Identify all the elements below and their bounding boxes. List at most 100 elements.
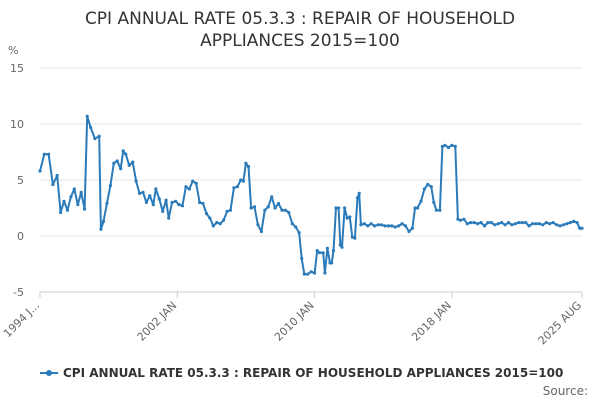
data-point[interactable] [479,221,483,225]
data-point[interactable] [105,201,109,206]
data-point[interactable] [353,236,357,240]
data-point[interactable] [174,199,178,203]
data-point[interactable] [42,152,46,156]
data-point[interactable] [520,221,524,225]
data-point[interactable] [164,198,168,202]
data-point[interactable] [510,223,514,227]
data-point[interactable] [345,216,349,220]
data-point[interactable] [325,246,329,250]
data-point[interactable] [340,245,344,249]
data-point[interactable] [513,222,518,226]
data-point[interactable] [348,215,352,219]
data-point[interactable] [393,225,397,229]
data-point[interactable] [187,187,191,191]
data-point[interactable] [369,222,373,226]
data-point[interactable] [443,143,447,147]
data-point[interactable] [161,209,165,213]
data-point[interactable] [524,221,528,225]
data-point[interactable] [184,185,188,189]
data-point[interactable] [297,231,301,235]
data-point[interactable] [256,223,260,227]
data-point[interactable] [127,163,131,167]
data-point[interactable] [446,145,450,150]
data-point[interactable] [244,161,248,165]
data-point[interactable] [290,222,294,226]
data-point[interactable] [561,223,566,227]
data-point[interactable] [318,251,322,255]
data-point[interactable] [503,223,507,227]
data-point[interactable] [235,185,239,189]
data-point[interactable] [438,208,442,212]
data-point[interactable] [530,222,535,226]
data-point[interactable] [204,212,209,216]
data-point[interactable] [137,191,142,195]
data-point[interactable] [97,134,101,138]
data-point[interactable] [362,222,366,226]
data-point[interactable] [62,199,66,203]
data-point[interactable] [201,201,205,206]
data-point[interactable] [496,222,500,226]
data-point[interactable] [47,152,51,156]
data-point[interactable] [259,229,263,234]
data-point[interactable] [355,196,360,200]
data-point[interactable] [331,249,336,253]
data-point[interactable] [580,226,584,230]
data-point[interactable] [263,208,267,212]
data-point[interactable] [85,114,89,118]
data-point[interactable] [376,223,380,227]
data-point[interactable] [65,208,70,212]
data-point[interactable] [558,224,562,228]
data-point[interactable] [55,173,59,178]
data-point[interactable] [38,169,42,173]
data-point[interactable] [151,203,155,207]
data-point[interactable] [486,221,490,225]
data-point[interactable] [252,205,257,209]
data-point[interactable] [241,179,245,183]
data-point[interactable] [407,229,411,234]
data-point[interactable] [541,223,545,227]
data-point[interactable] [548,222,552,226]
data-point[interactable] [400,222,404,226]
data-point[interactable] [472,221,476,225]
data-point[interactable] [403,224,408,228]
data-point[interactable] [208,216,212,220]
data-point[interactable] [246,165,251,169]
data-point[interactable] [434,208,438,212]
data-point[interactable] [373,224,377,228]
data-point[interactable] [313,271,317,275]
data-point[interactable] [366,224,370,228]
data-point[interactable] [383,224,387,228]
data-point[interactable] [465,222,469,226]
data-point[interactable] [482,224,487,228]
data-point[interactable] [323,271,327,275]
data-point[interactable] [534,222,538,226]
data-point[interactable] [469,221,473,225]
data-point[interactable] [108,184,112,188]
data-point[interactable] [266,205,270,209]
data-point[interactable] [119,167,123,171]
data-point[interactable] [69,195,73,199]
data-point[interactable] [489,221,493,225]
data-point[interactable] [273,206,277,210]
data-point[interactable] [359,223,363,227]
data-point[interactable] [215,221,219,225]
data-point[interactable] [300,256,304,260]
data-point[interactable] [141,190,145,194]
data-point[interactable] [500,221,504,225]
data-point[interactable] [397,224,401,228]
data-point[interactable] [493,223,497,227]
data-point[interactable] [218,222,222,226]
data-point[interactable] [287,210,291,215]
data-point[interactable] [555,223,559,227]
data-point[interactable] [148,194,152,198]
data-point[interactable] [432,200,436,204]
data-point[interactable] [551,221,555,225]
data-point[interactable] [440,144,444,148]
data-point[interactable] [544,221,548,225]
data-point[interactable] [390,224,394,228]
data-point[interactable] [429,185,433,189]
data-point[interactable] [228,208,233,212]
data-point[interactable] [386,224,390,228]
data-point[interactable] [379,223,384,227]
data-point[interactable] [131,160,135,164]
